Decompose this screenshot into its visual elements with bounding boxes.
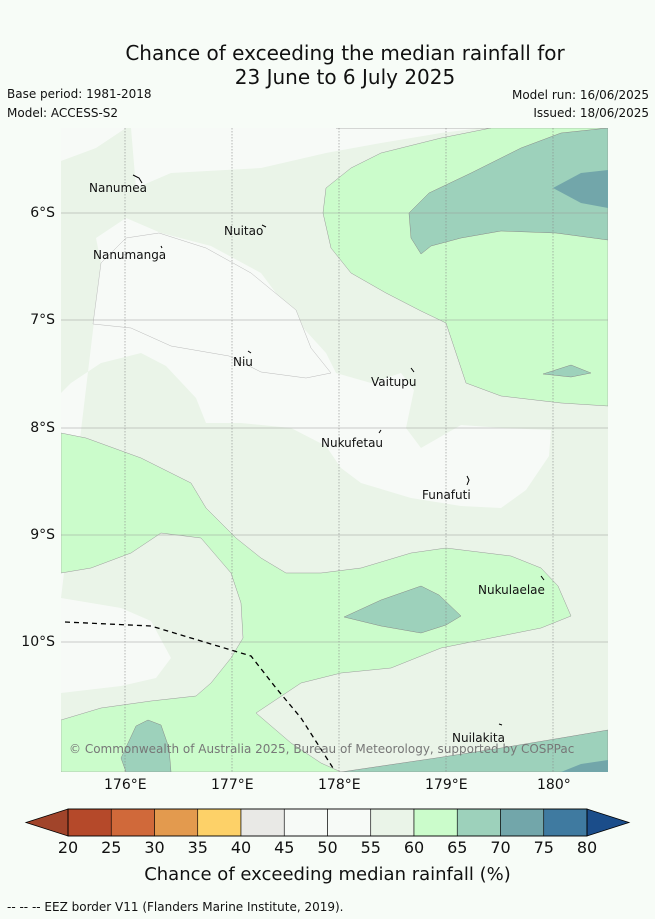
colorbar-cells <box>67 808 588 837</box>
latitude-lines <box>61 212 608 643</box>
colorbar-cell <box>370 808 415 837</box>
island-label-nukufetau: Nukufetau <box>321 436 384 450</box>
colorbar-tick-label: 80 <box>576 838 598 857</box>
colorbar-cell <box>67 808 112 837</box>
region-65-70-south <box>343 585 462 634</box>
colorbar-cell <box>154 808 199 837</box>
region-50-55-nw <box>61 128 126 161</box>
copyright-notice: © Commonwealth of Australia 2025, Bureau… <box>69 742 575 756</box>
region-70-75-se <box>561 760 608 772</box>
colorbar-tick-label: 60 <box>403 838 425 857</box>
colorbar-outline <box>67 808 588 837</box>
colorbar-cell <box>327 808 372 837</box>
issued-date: Issued: 18/06/2025 <box>533 106 649 120</box>
rainfall-map <box>61 128 608 772</box>
lon-label-176e: 176°E <box>104 777 147 793</box>
colorbar-tick-label: 50 <box>317 838 338 857</box>
colorbar-tick-label: 30 <box>144 838 165 857</box>
region-65-70-se <box>340 729 608 772</box>
colorbar-tick-label: 75 <box>533 838 554 857</box>
colorbar-tick-label: 55 <box>360 838 381 857</box>
base-period: Base period: 1981-2018 <box>7 87 152 101</box>
region-65-70-sw <box>120 719 172 772</box>
lon-label-178e: 178°E <box>318 777 361 793</box>
colorbar-cell <box>500 808 545 837</box>
island-label-funafuti: Funafuti <box>422 488 471 502</box>
colorbar-label: Chance of exceeding median rainfall (%) <box>144 864 511 885</box>
lon-label-177e: 177°E <box>211 777 254 793</box>
colorbar-tick-label: 70 <box>490 838 511 857</box>
colorbar-cell <box>240 808 285 837</box>
map-title-line2: 23 June to 6 July 2025 <box>234 65 456 89</box>
lat-label-10s: 10°S <box>21 634 55 650</box>
graticule <box>124 128 554 772</box>
lon-label-180: 180° <box>537 777 571 793</box>
colorbar-tick-label: 45 <box>274 838 295 857</box>
lat-label-9s: 9°S <box>30 527 55 543</box>
lat-label-8s: 8°S <box>30 420 55 436</box>
region-65-70-ne <box>408 128 608 255</box>
colorbar-tick-label: 25 <box>101 838 122 857</box>
colorbar-tick-label: 65 <box>447 838 468 857</box>
colorbar-over-arrow <box>586 808 631 837</box>
eez-border <box>64 621 334 769</box>
map-title-line1: Chance of exceeding the median rainfall … <box>125 41 565 65</box>
region-north-low <box>92 232 332 379</box>
model-run: Model run: 16/06/2025 <box>511 88 649 102</box>
region-nw-strip <box>131 128 481 188</box>
region-65-70-small <box>542 364 592 378</box>
island-label-nuitao: Nuitao <box>224 224 264 238</box>
colorbar-cell <box>543 808 588 837</box>
colorbar-tick-label: 20 <box>57 838 79 857</box>
colorbar-cell <box>456 808 501 837</box>
island-outlines <box>132 174 545 726</box>
island-label-nukulaelae: Nukulaelae <box>478 583 545 597</box>
colorbar-under-arrow <box>24 808 69 837</box>
model-name: Model: ACCESS-S2 <box>7 106 119 120</box>
eez-legend-note: -- -- -- EEZ border V11 (Flanders Marine… <box>7 900 344 914</box>
colorbar-cell <box>413 808 458 837</box>
island-label-nanumanga: Nanumanga <box>93 248 167 262</box>
colorbar-cell <box>110 808 155 837</box>
lat-label-6s: 6°S <box>30 205 55 221</box>
lat-label-7s: 7°S <box>30 312 55 328</box>
colorbar-tick-label: 35 <box>187 838 208 857</box>
region-60-65-south <box>61 432 572 772</box>
lon-label-179e: 179°E <box>425 777 468 793</box>
colorbar-tick-label: 40 <box>230 838 252 857</box>
colorbar-cell <box>283 808 328 837</box>
island-label-niu: Niu <box>233 355 253 369</box>
region-70-75-ne <box>553 170 608 208</box>
colorbar-cell <box>197 808 242 837</box>
island-label-vaitupu: Vaitupu <box>371 375 417 389</box>
island-label-nuilakita: Nuilakita <box>452 731 505 745</box>
island-label-nanumea: Nanumea <box>89 181 147 195</box>
colorbar <box>24 808 631 837</box>
